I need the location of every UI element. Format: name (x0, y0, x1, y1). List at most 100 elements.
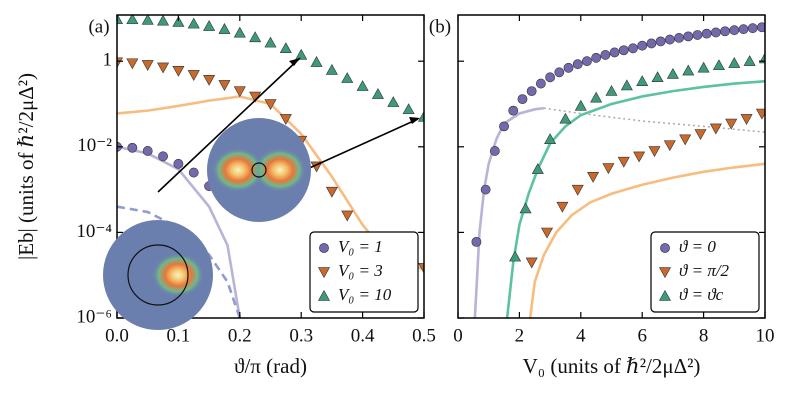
plot-area (471, 22, 765, 318)
legend-marker (319, 243, 329, 253)
legend-label: V₀ = 10 (338, 285, 392, 304)
legend-marker (317, 289, 331, 301)
marker (279, 114, 292, 125)
marker (740, 114, 753, 125)
legend-label: ϑ = π/2 (679, 261, 730, 280)
x-axis-label: V₀ (units of ℏ²/2μΔ²) (523, 354, 701, 378)
marker (757, 22, 765, 33)
marker (187, 70, 200, 81)
marker (554, 67, 565, 78)
marker (683, 31, 694, 42)
inset-density (152, 253, 204, 297)
legend-marker (658, 267, 672, 279)
marker (694, 129, 707, 141)
marker (531, 163, 544, 174)
legend-label: V₀ = 3 (338, 261, 383, 280)
marker (628, 43, 638, 54)
x-tick-label: 0.5 (412, 325, 436, 346)
y-tick-label: 10⁻⁶ (76, 306, 112, 327)
marker (173, 158, 184, 169)
marker (325, 186, 338, 198)
x-tick-label: 6 (637, 325, 647, 346)
inset-ring (251, 162, 267, 178)
arrow (304, 118, 419, 171)
marker (602, 163, 615, 175)
marker (617, 156, 630, 168)
marker (141, 15, 154, 25)
marker (738, 24, 749, 35)
x-tick-label: 2 (515, 325, 525, 346)
legend-layer: (a) V₀ = 1 V₀ = 3 V₀ = 10 (b) ϑ = 0 ϑ = π/2 ϑ =… (88, 16, 760, 313)
x-tick-label: 0.4 (351, 325, 375, 346)
x-tick-label: 8 (699, 325, 709, 346)
curve (117, 205, 242, 318)
marker (563, 62, 574, 73)
marker (590, 91, 603, 103)
marker (218, 80, 231, 91)
marker (341, 210, 354, 222)
y-tick-label: 10⁻⁴ (76, 221, 112, 242)
marker (325, 63, 338, 75)
marker (755, 108, 765, 120)
arrow-head (409, 117, 420, 124)
axes-frame (116, 14, 425, 319)
marker (218, 23, 231, 34)
marker (712, 59, 725, 71)
marker (356, 80, 369, 91)
marker (279, 42, 292, 54)
marker (517, 94, 528, 105)
marker (674, 33, 684, 43)
marker (535, 78, 546, 89)
marker (157, 15, 170, 26)
marker (387, 96, 400, 107)
legend-marker (658, 289, 672, 301)
arrow (157, 57, 301, 193)
marker (117, 57, 124, 69)
marker (663, 140, 676, 152)
marker (605, 84, 618, 96)
legend-marker (660, 243, 670, 253)
marker (233, 26, 246, 38)
panel-label: (b) (429, 16, 451, 37)
marker (526, 86, 537, 97)
marker (648, 146, 661, 158)
marker (710, 27, 721, 38)
marker (545, 72, 555, 83)
marker (729, 25, 740, 36)
marker (725, 118, 738, 130)
curve (505, 79, 765, 318)
marker (508, 105, 519, 116)
legend-box (309, 231, 419, 313)
x-tick-label: 0.3 (289, 325, 313, 346)
x-tick-label: 10 (756, 325, 775, 346)
inset-density (212, 148, 264, 192)
marker (682, 64, 695, 76)
arrow-head (289, 58, 300, 66)
marker (188, 167, 199, 178)
marker (633, 151, 646, 163)
x-tick-label: 0.1 (167, 325, 191, 346)
marker (637, 40, 648, 51)
marker (525, 257, 538, 269)
marker (544, 133, 557, 144)
marker (679, 134, 692, 146)
marker (709, 123, 722, 135)
marker (310, 56, 323, 67)
marker (142, 146, 153, 156)
marker (541, 227, 554, 239)
marker (341, 72, 354, 83)
marker (609, 47, 620, 58)
marker (158, 151, 168, 162)
legend-label: ϑ = ϑc (679, 285, 724, 304)
marker (509, 250, 522, 262)
x-axis-label: ϑ/π (rad) (234, 354, 307, 378)
y-axis-label: |Eb| (units of ℏ²/2μΔ²) (14, 73, 38, 260)
marker (233, 86, 246, 98)
marker (582, 56, 592, 67)
marker (417, 262, 424, 274)
marker (572, 59, 583, 70)
marker (471, 236, 482, 247)
marker (480, 184, 491, 195)
marker (646, 38, 657, 49)
